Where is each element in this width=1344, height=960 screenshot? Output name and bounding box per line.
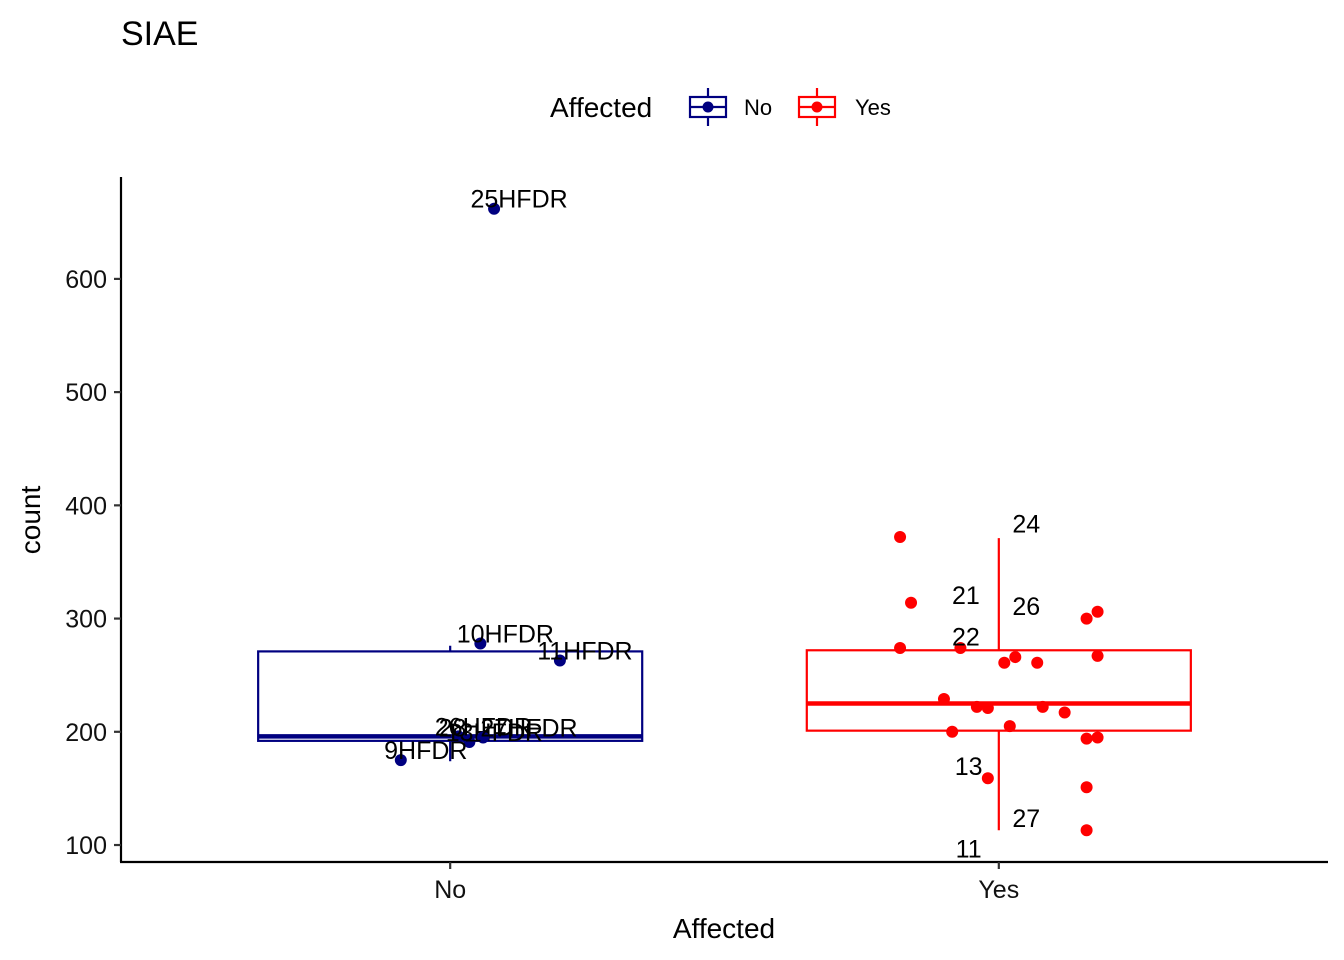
data-point xyxy=(474,637,487,650)
legend: Affected No Yes xyxy=(550,88,891,126)
data-point xyxy=(1080,824,1093,837)
point-label: 26 xyxy=(1012,593,1040,621)
data-point xyxy=(937,692,950,705)
data-point xyxy=(998,656,1011,669)
point-label: 28_27HFDR xyxy=(439,714,578,742)
y-tick-label: 400 xyxy=(65,492,107,520)
data-point xyxy=(394,754,407,767)
x-axis-label: Affected xyxy=(673,913,775,944)
data-point xyxy=(954,642,967,655)
point-label: 11 xyxy=(956,835,982,863)
y-axis-ticks: 100 200 300 400 500 600 xyxy=(65,266,121,860)
point-label: 10HFDR xyxy=(457,620,554,648)
point-label: 11HFDR xyxy=(537,637,632,665)
point-label: 24 xyxy=(1012,510,1040,538)
plot-area: 25HFDR10HFDR11HFDR26HFDR13HFDR9HFDR28_27… xyxy=(257,186,1192,863)
data-point xyxy=(1058,706,1071,719)
point-label: 13 xyxy=(955,753,983,781)
x-axis-ticks: No Yes xyxy=(434,862,1019,904)
data-point xyxy=(970,700,983,713)
data-point xyxy=(894,531,907,544)
chart-title: SIAE xyxy=(121,15,198,53)
legend-key-yes xyxy=(797,88,837,126)
data-point xyxy=(1091,649,1104,662)
box xyxy=(257,650,644,742)
data-point xyxy=(1031,656,1044,669)
y-tick-label: 100 xyxy=(65,832,107,860)
y-tick-label: 200 xyxy=(65,719,107,747)
data-point xyxy=(452,730,465,743)
x-tick-label: Yes xyxy=(978,876,1019,904)
box xyxy=(805,649,1192,732)
series-yes: 24 21 26 22 13 27 11 xyxy=(805,510,1192,863)
point-label: 21 xyxy=(952,582,980,610)
y-tick-label: 500 xyxy=(65,379,107,407)
point-label: 9HFDR xyxy=(384,737,467,765)
legend-label-yes: Yes xyxy=(855,95,891,120)
data-point xyxy=(905,596,918,609)
legend-key-no xyxy=(688,88,728,126)
x-tick-label: No xyxy=(434,876,466,904)
data-point xyxy=(1080,732,1093,745)
data-point xyxy=(946,725,959,738)
point-label: 27 xyxy=(1012,805,1040,833)
data-point xyxy=(1080,612,1093,625)
data-point xyxy=(981,702,994,715)
legend-label-no: No xyxy=(744,95,772,120)
data-point xyxy=(553,654,566,667)
series-no: 25HFDR10HFDR11HFDR26HFDR13HFDR9HFDR28_27… xyxy=(257,186,644,767)
point-label: 13HFDR xyxy=(446,719,543,747)
data-point xyxy=(1091,605,1104,618)
data-point xyxy=(1091,731,1104,744)
data-point xyxy=(981,772,994,785)
y-tick-label: 600 xyxy=(65,266,107,294)
point-label: 25HFDR xyxy=(470,186,567,214)
data-point xyxy=(894,642,907,655)
y-axis-label: count xyxy=(15,486,46,555)
data-point xyxy=(1080,781,1093,794)
data-point xyxy=(463,735,476,748)
y-tick-label: 300 xyxy=(65,606,107,634)
data-point xyxy=(1036,700,1049,713)
data-point xyxy=(1009,651,1022,664)
data-point xyxy=(1003,720,1016,733)
data-point xyxy=(488,202,501,215)
legend-title: Affected xyxy=(550,92,652,123)
point-label: 22 xyxy=(952,624,980,652)
data-point xyxy=(477,731,490,744)
